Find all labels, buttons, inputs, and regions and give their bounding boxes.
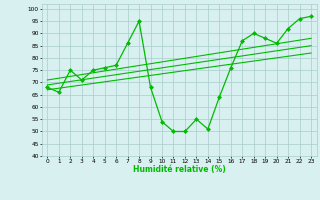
X-axis label: Humidité relative (%): Humidité relative (%) (133, 165, 226, 174)
